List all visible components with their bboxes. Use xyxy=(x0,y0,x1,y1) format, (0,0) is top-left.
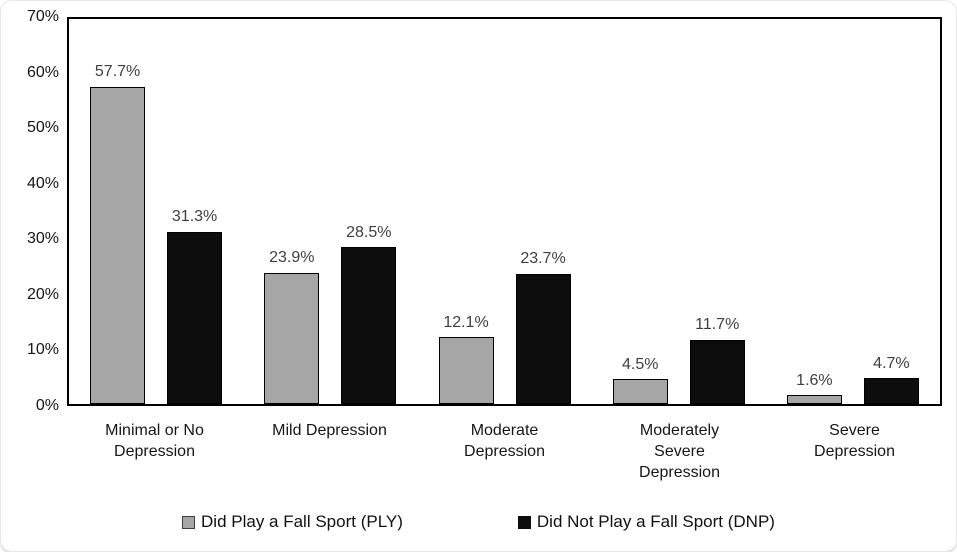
legend-item-ply: Did Play a Fall Sport (PLY) xyxy=(182,512,403,532)
legend-marker-ply-icon xyxy=(182,515,196,529)
bar-ply-2 xyxy=(438,337,494,404)
bar-wrap-dnp-4: 4.7% xyxy=(863,19,919,404)
y-tick-label-50: 50% xyxy=(26,119,59,137)
bar-ply-0 xyxy=(90,86,146,404)
data-label-dnp-2: 23.7% xyxy=(520,250,566,268)
legend-item-dnp: Did Not Play a Fall Sport (DNP) xyxy=(517,512,775,532)
data-label-ply-2: 12.1% xyxy=(443,313,489,331)
x-axis-label-3: Moderately Severe Depression xyxy=(639,422,720,482)
bar-dnp-2 xyxy=(515,273,571,404)
y-tick-label-40: 40% xyxy=(26,174,59,192)
bar-dnp-0 xyxy=(167,231,223,404)
chart-legend: Did Play a Fall Sport (PLY) Did Not Play … xyxy=(1,512,956,532)
x-axis-label-0: Minimal or No Depression xyxy=(105,422,204,461)
bar-wrap-ply-3: 4.5% xyxy=(612,19,668,404)
x-axis-label-4: Severe Depression xyxy=(814,422,895,461)
legend-label-dnp: Did Not Play a Fall Sport (DNP) xyxy=(536,512,775,531)
legend-marker-dnp-icon xyxy=(517,515,531,529)
data-label-ply-4: 1.6% xyxy=(796,371,833,389)
data-label-ply-0: 57.7% xyxy=(94,63,141,81)
x-axis-category-labels: Minimal or No Depression Mild Depression Mo… xyxy=(67,420,942,483)
bar-group-4: 1.6% 4.7% xyxy=(766,19,940,404)
bar-wrap-dnp-0: 31.3% xyxy=(167,19,223,404)
bar-ply-4 xyxy=(786,395,842,404)
y-tick-label-30: 30% xyxy=(26,230,59,248)
bar-ply-3 xyxy=(612,379,668,404)
bar-wrap-ply-2: 12.1% xyxy=(438,19,494,404)
bar-group-3: 4.5% 11.7% xyxy=(592,19,766,404)
data-label-dnp-1: 28.5% xyxy=(346,223,392,241)
data-label-dnp-4: 4.7% xyxy=(873,354,910,372)
legend-label-ply: Did Play a Fall Sport (PLY) xyxy=(201,512,403,531)
bar-wrap-ply-0: 57.7% xyxy=(90,19,146,404)
bar-group-2: 12.1% 23.7% xyxy=(417,19,591,404)
y-tick-label-0: 0% xyxy=(35,397,59,414)
bar-wrap-ply-1: 23.9% xyxy=(264,19,320,404)
bar-wrap-dnp-1: 28.5% xyxy=(341,19,397,404)
bar-ply-1 xyxy=(264,272,320,404)
y-tick-label-10: 10% xyxy=(26,341,59,359)
x-axis-label-2: Moderate Depression xyxy=(464,422,545,461)
bar-group-1: 23.9% 28.5% xyxy=(243,19,417,404)
bar-wrap-dnp-2: 23.7% xyxy=(515,19,571,404)
y-tick-label-60: 60% xyxy=(26,63,59,81)
plot-area: 57.7% 31.3% 23.9% 28.5% 12.1% 23.7% 4.5% 11.7% 1… xyxy=(67,17,942,406)
data-label-dnp-0: 31.3% xyxy=(171,208,218,226)
bar-dnp-4 xyxy=(863,378,919,404)
data-label-dnp-3: 11.7% xyxy=(695,316,740,334)
bar-dnp-1 xyxy=(341,247,397,404)
y-tick-label-70: 70% xyxy=(26,8,59,25)
bar-group-0: 57.7% 31.3% xyxy=(69,19,243,404)
bar-wrap-dnp-3: 11.7% xyxy=(689,19,745,404)
data-label-ply-3: 4.5% xyxy=(621,355,659,373)
bar-dnp-3 xyxy=(689,339,745,404)
bar-wrap-ply-4: 1.6% xyxy=(786,19,842,404)
data-label-ply-1: 23.9% xyxy=(269,248,315,266)
x-axis-label-1: Mild Depression xyxy=(272,422,387,439)
y-tick-label-20: 20% xyxy=(26,285,59,303)
